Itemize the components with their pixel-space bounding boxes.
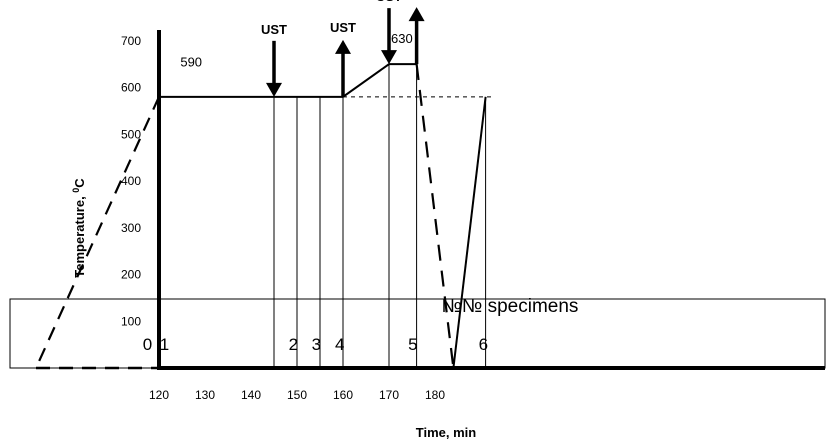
y-axis-label-text: Temperature, [72, 193, 87, 278]
dashed-heating-line [34, 96, 161, 369]
specimens-band-label: №№ specimens [442, 296, 579, 317]
x-tick-label-180: 180 [425, 388, 445, 402]
x-axis-label: Time, min [416, 425, 477, 440]
y-tick-label-100: 100 [121, 314, 141, 328]
ust-marker-2: UST [376, 0, 402, 65]
ust-label-3: UST [404, 0, 430, 2]
ust-label-2: UST [376, 0, 402, 4]
specimens-band-box [9, 298, 826, 369]
specimen-number-0: 0 [143, 335, 152, 354]
y-axis-label-unit: C [72, 178, 87, 188]
temperature-label-1: 630 [391, 31, 413, 46]
specimens-band [9, 298, 826, 369]
y-tick-label-300: 300 [121, 221, 141, 235]
specimen-lines [273, 64, 487, 368]
x-tick-label-160: 160 [333, 388, 353, 402]
ust-label-1: UST [330, 20, 356, 35]
y-axis-label-sup: 0 [71, 188, 81, 193]
specimen-number-5: 5 [408, 335, 417, 354]
specimen-number-2: 2 [289, 335, 298, 354]
ust-arrow-head-1 [335, 39, 351, 54]
ust-marker-1: UST [330, 20, 356, 97]
y-tick-label-700: 700 [121, 34, 141, 48]
x-tick-label-120: 120 [149, 388, 169, 402]
y-tick-label-600: 600 [121, 81, 141, 95]
x-tick-label-130: 130 [195, 388, 215, 402]
chart-labels: 590 630 0 1 2 3 4 5 6 [143, 31, 488, 354]
x-tick-label-150: 150 [287, 388, 307, 402]
solid-profile-line [159, 63, 417, 98]
y-tick-label-400: 400 [121, 174, 141, 188]
ust-arrow-head-2 [381, 50, 397, 65]
ust-arrow-head-3 [408, 7, 425, 22]
ust-marker-0: UST [261, 22, 287, 97]
x-tick-label-170: 170 [379, 388, 399, 402]
ust-arrow-head-0 [266, 82, 282, 97]
temperature-label-0: 590 [180, 54, 202, 69]
ust-marker-3: UST [404, 0, 430, 65]
specimen-number-1: 1 [160, 335, 169, 354]
ust-markers: USTUSTUSTUST [261, 0, 430, 97]
solid-reheat-line [452, 96, 487, 369]
axes [36, 30, 825, 370]
y-axis-label: Temperature, 0C [71, 178, 87, 278]
temperature-profile [34, 63, 495, 369]
dashed-cooling-line [415, 63, 455, 369]
tick-labels: 120 130 140 150 160 170 1801002003004005006007… [121, 34, 445, 402]
specimen-number-6: 6 [479, 335, 488, 354]
y-tick-label-500: 500 [121, 127, 141, 141]
x-tick-label-140: 140 [241, 388, 261, 402]
specimen-number-4: 4 [335, 335, 344, 354]
y-tick-label-200: 200 [121, 268, 141, 282]
ust-label-0: UST [261, 22, 287, 37]
specimen-number-3: 3 [312, 335, 321, 354]
